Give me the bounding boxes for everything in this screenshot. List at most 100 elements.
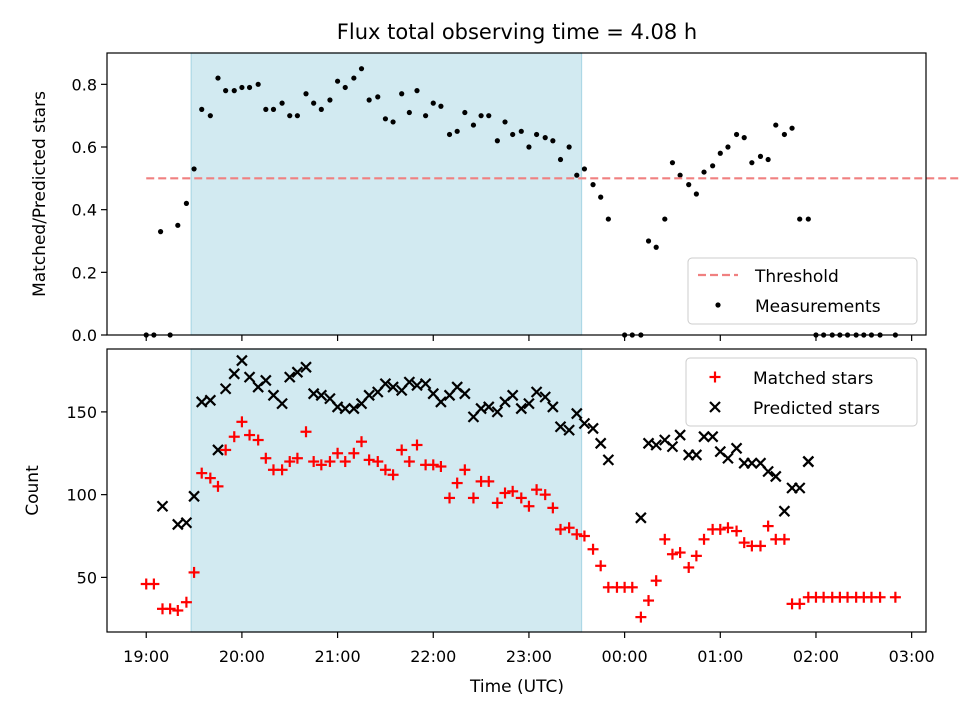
measurement-point bbox=[510, 131, 516, 138]
measurement-point bbox=[239, 84, 245, 91]
predicted-star-point bbox=[419, 377, 432, 390]
predicted-star-point bbox=[339, 402, 352, 415]
measurement-point bbox=[157, 229, 164, 235]
matched-star-point bbox=[659, 533, 671, 545]
predicted-star-point bbox=[698, 430, 710, 443]
measurement-point bbox=[550, 138, 556, 144]
measurement-point bbox=[207, 113, 213, 119]
predicted-star-point bbox=[435, 396, 447, 408]
predicted-star-point bbox=[180, 516, 193, 529]
measurement-point bbox=[557, 156, 564, 163]
predicted-star-point bbox=[236, 354, 248, 367]
ratio-y-axis: 0.0 0.2 0.4 0.6 0.8 bbox=[72, 75, 107, 345]
predicted-star-point bbox=[602, 454, 615, 466]
predicted-star-point bbox=[594, 437, 607, 450]
measurement-point bbox=[294, 113, 300, 119]
x-axis-label: Time (UTC) bbox=[469, 677, 564, 697]
matched-star-point bbox=[372, 456, 384, 468]
matched-star-point bbox=[379, 464, 391, 476]
measurement-point bbox=[669, 160, 676, 166]
predicted-star-point bbox=[793, 482, 806, 494]
measurement-point bbox=[175, 222, 181, 228]
matched-star-point bbox=[220, 444, 232, 456]
ratio-y-label: Matched/Predicted stars bbox=[30, 91, 50, 297]
predicted-star-point bbox=[300, 361, 312, 373]
predicted-star-point bbox=[587, 422, 599, 435]
measurement-point bbox=[677, 172, 683, 178]
measurement-point bbox=[263, 106, 269, 112]
predicted-star-point bbox=[212, 444, 224, 456]
ratio-panel: 0.00.20.40.60.8 Matched/Predicted stars … bbox=[30, 52, 960, 345]
predicted-star-point bbox=[746, 457, 758, 469]
matched-star-point bbox=[363, 454, 375, 466]
measurement-point bbox=[542, 135, 548, 141]
measurement-point bbox=[311, 100, 317, 106]
matched-star-point bbox=[284, 456, 296, 468]
matched-star-point bbox=[300, 426, 312, 438]
matched-star-point bbox=[164, 603, 176, 615]
matched-star-point bbox=[531, 484, 543, 496]
matched-star-point bbox=[236, 416, 248, 428]
predicted-star-point bbox=[276, 397, 288, 410]
measurement-point bbox=[486, 113, 492, 119]
measurement-point bbox=[366, 97, 372, 103]
ratio-axes-frame bbox=[106, 52, 927, 336]
matched-star-point bbox=[348, 447, 360, 459]
measurement-point bbox=[215, 75, 221, 81]
predicted-star-point bbox=[547, 401, 559, 413]
matched-star-point bbox=[427, 459, 439, 471]
matched-star-point bbox=[587, 543, 599, 555]
matched-star-point bbox=[435, 461, 447, 473]
measurement-point bbox=[725, 144, 731, 150]
ratio-x-ticks bbox=[145, 335, 913, 341]
legend-measurement-label: Measurements bbox=[755, 297, 881, 317]
measurement-point bbox=[446, 131, 453, 138]
x-tick-label: 01:00 bbox=[697, 647, 743, 666]
measurement-point bbox=[423, 113, 429, 119]
legend-measurement-swatch bbox=[715, 302, 721, 308]
matched-star-point bbox=[172, 604, 184, 616]
measurement-point bbox=[406, 109, 412, 116]
measurement-point bbox=[399, 91, 405, 97]
predicted-star-point bbox=[228, 368, 241, 380]
measurement-point bbox=[693, 191, 699, 197]
matched-star-point bbox=[650, 575, 662, 587]
counts-layer bbox=[140, 354, 901, 623]
predicted-star-point bbox=[770, 470, 782, 483]
matched-star-point bbox=[595, 560, 607, 572]
matched-star-point bbox=[794, 598, 806, 610]
predicted-star-point bbox=[730, 442, 743, 455]
measurement-point bbox=[686, 182, 692, 188]
measurement-point bbox=[653, 244, 659, 250]
matched-star-point bbox=[722, 522, 734, 534]
y-tick-label: 50 bbox=[77, 568, 97, 587]
predicted-star-point bbox=[690, 449, 703, 461]
matched-star-point bbox=[252, 434, 264, 446]
counts-legend: Matched stars Predicted stars bbox=[685, 357, 918, 427]
measurement-point bbox=[430, 100, 436, 106]
predicted-star-point bbox=[204, 394, 217, 407]
matched-star-point bbox=[467, 492, 479, 504]
matched-star-point bbox=[643, 595, 655, 607]
measurement-point bbox=[462, 109, 468, 116]
predicted-star-point bbox=[260, 374, 272, 387]
predicted-star-point bbox=[523, 397, 535, 410]
matched-star-point bbox=[188, 566, 200, 578]
counts-axes-frame bbox=[106, 348, 927, 633]
predicted-star-point bbox=[570, 407, 583, 420]
x-tick-label: 23:00 bbox=[506, 647, 552, 666]
predicted-star-point bbox=[554, 421, 567, 433]
measurement-point bbox=[375, 94, 381, 100]
time-x-axis: 19:00 20:00 21:00 22:00 23:00 00:00 01:00 02:00… bbox=[123, 632, 935, 666]
matched-star-point bbox=[571, 528, 583, 540]
legend-threshold-label: Threshold bbox=[754, 267, 839, 287]
measurement-point bbox=[662, 216, 668, 222]
predicted-star-point bbox=[506, 389, 519, 402]
counts-panel: 50 100 150 19:00 20:00 21:00 22:00 23:00 00:00 0… bbox=[23, 348, 935, 666]
measurement-point bbox=[590, 182, 596, 188]
legend-box bbox=[687, 257, 918, 325]
measurement-point bbox=[255, 81, 261, 87]
matched-star-point bbox=[411, 439, 423, 451]
predicted-star-point bbox=[539, 391, 551, 403]
measurement-point bbox=[781, 131, 787, 138]
